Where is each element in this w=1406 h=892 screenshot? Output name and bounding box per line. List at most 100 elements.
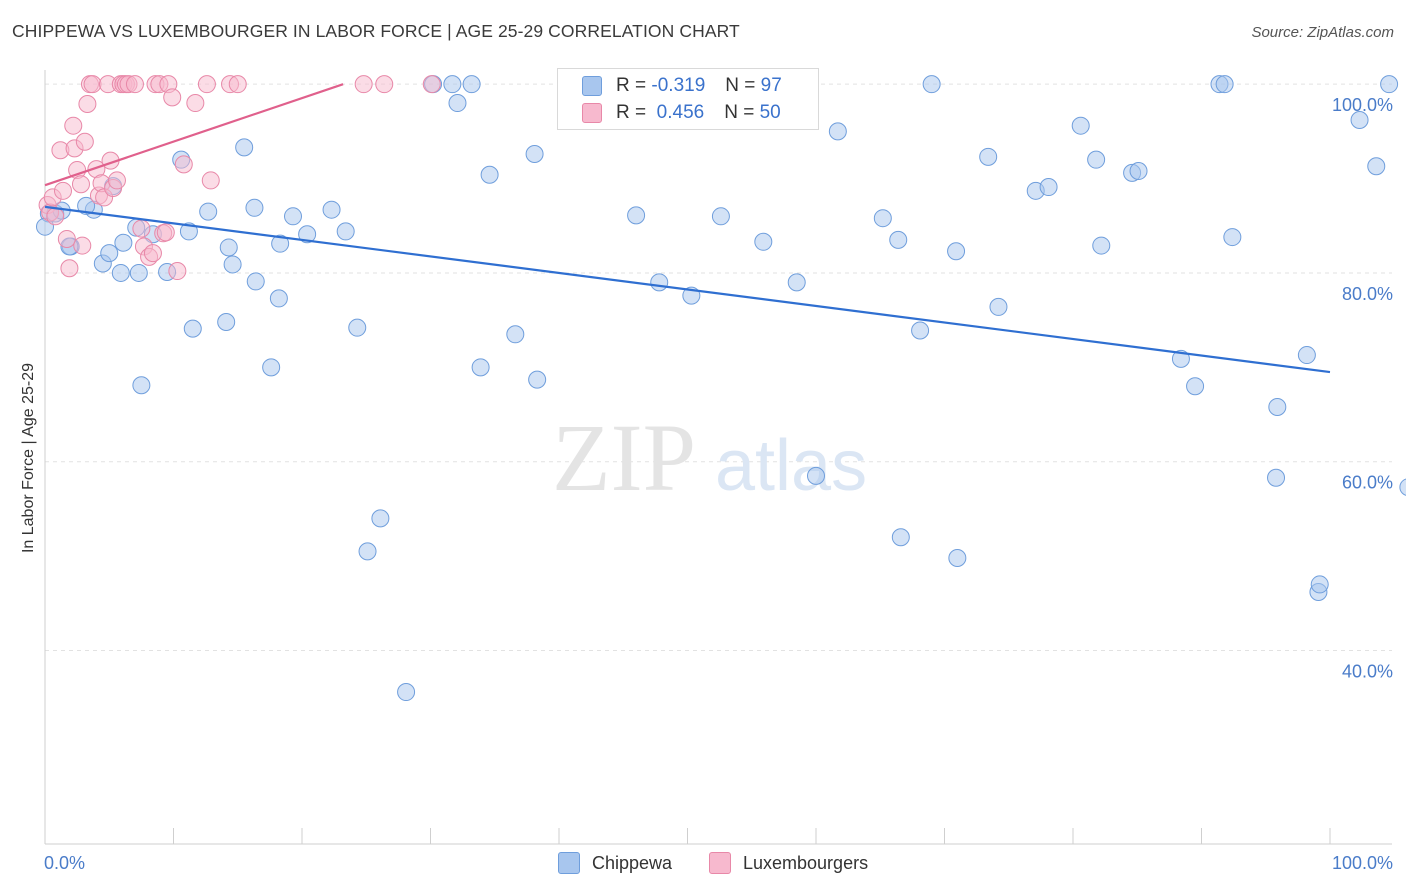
data-point	[1310, 575, 1329, 594]
data-point	[422, 75, 441, 94]
data-point	[1039, 178, 1058, 197]
y-tick-label: 60.0%	[1342, 473, 1393, 493]
data-point	[217, 313, 236, 332]
data-point	[754, 232, 773, 251]
bottom-legend-label-luxembourgers: Luxembourgers	[743, 852, 869, 873]
data-point	[948, 548, 967, 567]
data-point	[506, 325, 525, 344]
watermark-atlas: atlas	[715, 426, 867, 506]
data-point	[245, 198, 264, 217]
data-point	[1350, 111, 1369, 130]
legend-swatch-chippewa	[582, 76, 602, 96]
data-point	[228, 75, 247, 94]
data-point	[78, 94, 97, 113]
data-point	[1186, 377, 1205, 396]
data-point	[448, 94, 467, 113]
bottom-legend-swatch-chippewa	[558, 852, 580, 874]
trend-line	[44, 205, 1331, 374]
data-point	[197, 75, 216, 94]
data-point	[354, 75, 373, 94]
legend-r-label: R =	[616, 102, 647, 123]
data-point	[53, 181, 72, 200]
data-point	[174, 155, 193, 174]
data-point	[807, 466, 825, 485]
data-point	[336, 222, 355, 241]
data-point	[1071, 116, 1090, 135]
data-point	[57, 229, 76, 248]
grid-lines	[45, 83, 1392, 651]
data-point	[1380, 75, 1399, 94]
data-point	[132, 376, 151, 395]
data-point	[787, 273, 806, 292]
data-point	[1399, 478, 1406, 496]
data-point	[132, 219, 151, 238]
axes	[44, 70, 1392, 845]
data-point	[183, 319, 202, 338]
data-point	[1223, 228, 1242, 247]
data-point	[156, 223, 175, 242]
data-point	[1267, 468, 1286, 487]
data-point	[111, 263, 130, 282]
data-point	[219, 238, 238, 257]
data-point	[269, 289, 288, 308]
data-point	[60, 259, 79, 278]
data-point	[873, 209, 892, 228]
data-point	[627, 206, 646, 225]
bottom-legend-chippewa: Chippewa	[558, 852, 672, 874]
data-point	[711, 207, 730, 226]
data-point	[1087, 150, 1106, 169]
watermark-zip: ZIP	[552, 404, 696, 511]
chippewa-points	[36, 75, 1406, 702]
data-point	[375, 75, 394, 94]
data-point	[246, 272, 265, 291]
data-point	[525, 145, 544, 164]
tick-labels: 40.0% 60.0% 80.0% 100.0% 0.0% 100.0%	[44, 95, 1393, 873]
data-point	[186, 94, 205, 113]
chart-title: CHIPPEWA VS LUXEMBOURGER IN LABOR FORCE …	[12, 21, 740, 41]
legend-n-value: 50	[759, 102, 781, 123]
data-point	[143, 244, 162, 263]
data-point	[828, 122, 847, 141]
x-tick-label: 100.0%	[1332, 853, 1393, 873]
legend-swatch-luxembourgers	[582, 103, 602, 123]
y-tick-label: 40.0%	[1342, 662, 1393, 682]
legend-row-chippewa: R = -0.319 N = 97	[582, 74, 782, 98]
data-point	[262, 358, 281, 377]
data-point	[125, 75, 144, 94]
data-point	[528, 370, 547, 389]
data-point	[168, 262, 187, 281]
data-point	[75, 132, 94, 151]
data-point	[947, 242, 966, 261]
data-point	[462, 75, 481, 94]
data-point	[114, 233, 133, 252]
data-point	[889, 230, 908, 249]
data-point	[201, 171, 220, 190]
data-point	[1215, 75, 1234, 94]
data-point	[71, 175, 90, 194]
legend-r-value: -0.319	[651, 75, 706, 96]
legend-r-value: 0.456	[656, 102, 705, 123]
data-point	[1171, 349, 1190, 368]
data-point	[443, 75, 462, 94]
x-tick-label: 0.0%	[44, 853, 85, 873]
data-point	[1297, 346, 1316, 365]
legend-n-label: N =	[724, 102, 755, 123]
bottom-legend-label-chippewa: Chippewa	[592, 852, 673, 873]
legend-n-value: 97	[760, 75, 782, 96]
data-point	[199, 202, 218, 221]
data-point	[1129, 161, 1148, 180]
data-point	[1092, 236, 1111, 255]
data-point	[179, 222, 198, 241]
luxembourger-points	[38, 75, 441, 281]
data-point	[989, 297, 1008, 316]
data-point	[480, 165, 499, 184]
data-point	[64, 116, 83, 135]
data-point	[471, 358, 490, 377]
data-point	[891, 528, 910, 547]
data-point	[922, 75, 941, 94]
y-tick-label: 100.0%	[1332, 95, 1393, 115]
data-point	[322, 200, 341, 219]
data-point	[271, 234, 290, 253]
data-point	[107, 171, 126, 190]
